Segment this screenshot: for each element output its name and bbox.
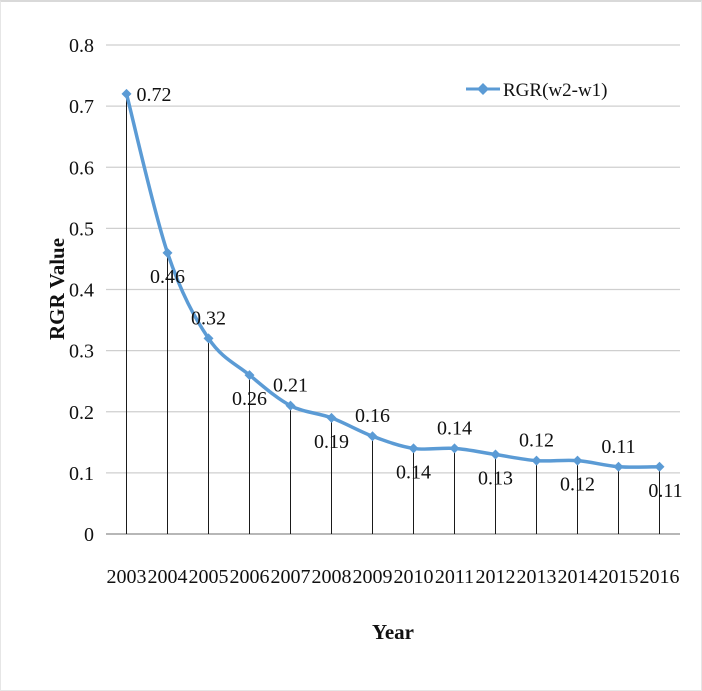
- data-point-marker: [490, 449, 501, 460]
- x-tick-label: 2005: [189, 566, 229, 588]
- y-axis-ticks: 0 0.1 0.2 0.3 0.4 0.5 0.6 0.7 0.8: [69, 35, 94, 546]
- x-tick-label: 2014: [558, 566, 598, 588]
- data-point-marker: [408, 443, 419, 454]
- y-tick-label: 0.3: [69, 341, 94, 363]
- x-axis-ticks: 2003 2004 2005 2006 2007 2008 2009 2010 2011 2012…: [107, 566, 680, 588]
- y-tick-label: 0.1: [69, 463, 94, 485]
- data-point-marker: [572, 455, 583, 466]
- y-tick-label: 0.2: [69, 402, 94, 424]
- x-tick-label: 2010: [394, 566, 434, 588]
- legend-label: RGR(w2-w1): [503, 80, 608, 101]
- data-label: 0.21: [273, 375, 308, 397]
- data-label: 0.12: [560, 474, 595, 496]
- x-tick-label: 2011: [435, 566, 474, 588]
- data-label: 0.11: [648, 480, 682, 502]
- data-point-marker: [367, 431, 378, 442]
- data-point-marker: [326, 412, 337, 423]
- x-tick-label: 2007: [271, 566, 311, 588]
- data-label: 0.72: [137, 84, 172, 106]
- y-axis-title: RGR Value: [45, 238, 69, 340]
- data-labels: 0.72 0.46 0.32 0.26 0.21 0.19 0.16 0.14 0.14 0.13…: [137, 84, 683, 502]
- data-label: 0.46: [150, 266, 185, 288]
- x-axis-title: Year: [372, 620, 414, 644]
- data-label: 0.19: [314, 431, 349, 453]
- y-tick-label: 0.5: [69, 218, 94, 240]
- data-point-marker: [203, 333, 214, 344]
- data-label: 0.14: [437, 417, 472, 439]
- y-tick-label: 0.4: [69, 280, 94, 302]
- legend: RGR(w2-w1): [466, 80, 608, 101]
- x-tick-label: 2006: [230, 566, 270, 588]
- data-label: 0.12: [519, 430, 554, 452]
- x-tick-label: 2013: [517, 566, 557, 588]
- legend-marker: [477, 83, 489, 95]
- drop-lines: [126, 93, 660, 534]
- data-point-marker: [285, 400, 296, 411]
- y-tick-label: 0: [84, 524, 94, 546]
- data-label: 0.16: [355, 405, 390, 427]
- data-label: 0.13: [478, 468, 513, 490]
- data-point-marker: [162, 247, 173, 258]
- data-label: 0.14: [396, 461, 431, 483]
- data-label: 0.32: [191, 307, 226, 329]
- data-label: 0.26: [232, 388, 267, 410]
- x-tick-label: 2016: [640, 566, 680, 588]
- gridlines: [106, 44, 680, 535]
- data-point-marker: [654, 461, 665, 472]
- x-tick-label: 2009: [353, 566, 393, 588]
- y-tick-label: 0.8: [69, 35, 94, 57]
- series-group: [121, 88, 665, 472]
- data-point-marker: [121, 88, 132, 99]
- data-label: 0.11: [601, 436, 635, 458]
- data-point-marker: [244, 370, 255, 381]
- y-tick-label: 0.7: [69, 96, 94, 118]
- x-tick-label: 2015: [599, 566, 639, 588]
- data-point-marker: [613, 461, 624, 472]
- data-point-marker: [449, 443, 460, 454]
- y-tick-label: 0.6: [69, 157, 94, 179]
- x-tick-label: 2008: [312, 566, 352, 588]
- data-point-marker: [531, 455, 542, 466]
- x-tick-label: 2003: [107, 566, 147, 588]
- x-tick-label: 2004: [148, 566, 188, 588]
- x-tick-label: 2012: [476, 566, 516, 588]
